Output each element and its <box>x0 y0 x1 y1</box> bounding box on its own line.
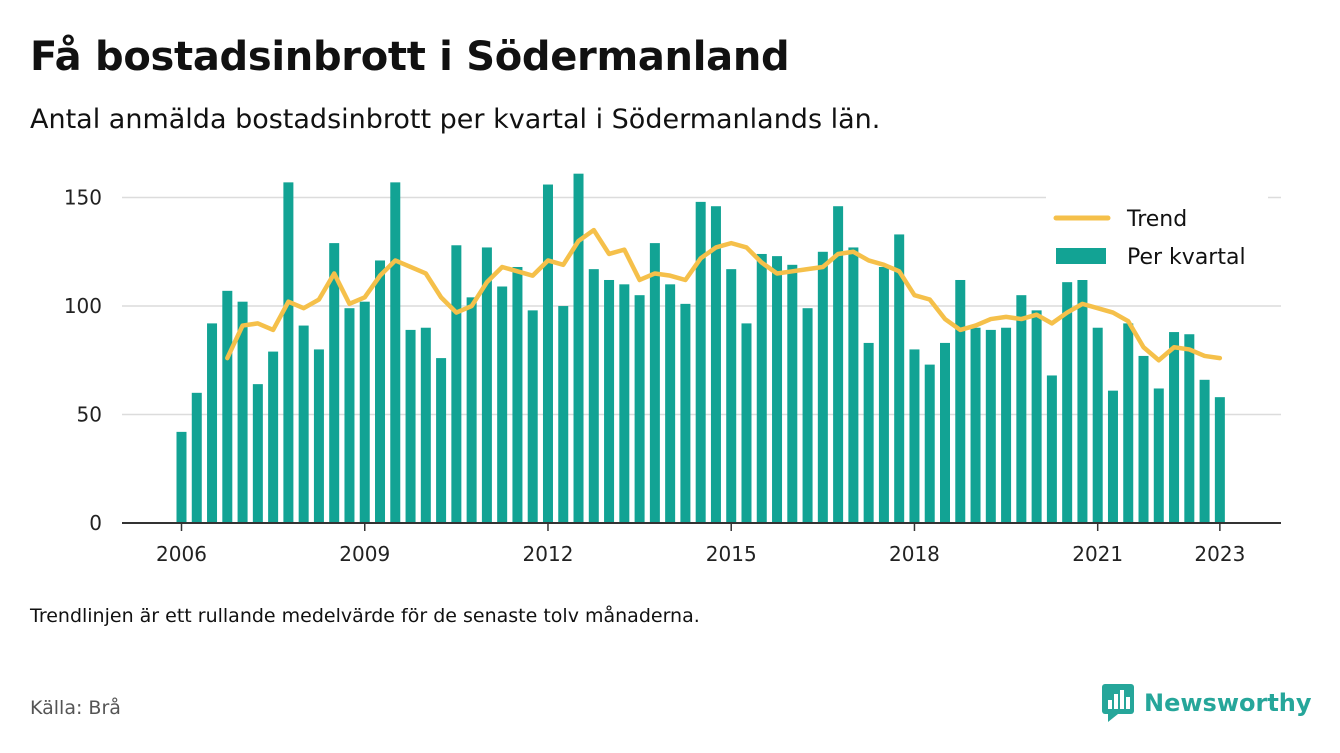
source-credit: Källa: Brå <box>30 697 121 719</box>
bar-2008Q1 <box>298 325 309 523</box>
trend-line <box>225 227 1223 363</box>
y-tick-label-50: 50 <box>77 403 102 427</box>
axes: 0 50 100 150 2006 2009 2012 2015 2018 2021 2023 <box>64 186 1281 566</box>
bar-2014Q4 <box>710 206 721 523</box>
bar-2020Q4 <box>1077 260 1088 523</box>
bar-2010Q2 <box>436 358 447 523</box>
bar-2018Q2 <box>924 364 935 523</box>
bar-2006Q4 <box>222 290 233 523</box>
y-tick-label-0: 0 <box>89 511 102 535</box>
bar-2009Q4 <box>405 329 416 523</box>
legend-background <box>1046 196 1268 280</box>
bar-2017Q3 <box>878 266 889 523</box>
bar-2007Q2 <box>252 384 263 523</box>
bar-2008Q2 <box>313 349 324 523</box>
bar-2013Q3 <box>634 295 645 523</box>
bar-2008Q4 <box>344 308 355 523</box>
bar-2018Q3 <box>940 342 950 523</box>
bar-2013Q1 <box>604 279 615 523</box>
bar-2021Q2 <box>1107 390 1118 523</box>
footnote: Trendlinjen är ett rullande medelvärde f… <box>30 605 700 627</box>
bar-2021Q4 <box>1138 355 1149 523</box>
bar-2006Q2 <box>191 392 202 523</box>
bar-2022Q4 <box>1199 379 1210 523</box>
bar-2012Q4 <box>588 269 599 523</box>
bar-2015Q1 <box>726 269 737 523</box>
bar-2006Q1 <box>176 431 187 523</box>
bar-2022Q2 <box>1169 332 1180 523</box>
bar-2011Q3 <box>512 266 523 523</box>
bar-2015Q3 <box>756 253 767 523</box>
bar-2009Q1 <box>359 301 370 523</box>
bar-2012Q3 <box>573 173 584 523</box>
y-tick-label-150: 150 <box>64 186 102 210</box>
bar-2007Q1 <box>237 301 248 523</box>
bar-2012Q1 <box>542 184 553 523</box>
x-tick-label-2015: 2015 <box>706 542 757 566</box>
bar-2022Q3 <box>1184 334 1195 523</box>
legend-bar-label: Per kvartal <box>1127 245 1246 270</box>
x-tick-label-2023: 2023 <box>1194 542 1245 566</box>
x-tick-label-2018: 2018 <box>889 542 940 566</box>
bar-2016Q2 <box>802 308 813 523</box>
bar-2007Q3 <box>268 351 279 523</box>
x-tick-label-2021: 2021 <box>1072 542 1123 566</box>
bars-per-kvartal <box>176 173 1225 524</box>
bar-2010Q1 <box>420 327 431 523</box>
x-tick-label-2012: 2012 <box>523 542 574 566</box>
bar-2010Q3 <box>451 245 462 523</box>
newsworthy-logo-icon <box>1102 684 1134 722</box>
legend-bar-swatch <box>1056 248 1106 264</box>
bar-2009Q2 <box>375 260 386 523</box>
bar-2019Q3 <box>1001 327 1012 523</box>
bar-2020Q1 <box>1031 310 1042 523</box>
bar-2016Q3 <box>817 251 828 524</box>
bar-2012Q2 <box>558 306 569 523</box>
bar-2010Q4 <box>466 297 477 523</box>
bar-2018Q4 <box>955 279 966 523</box>
newsworthy-brand[interactable]: Newsworthy <box>1102 683 1312 723</box>
bar-2022Q1 <box>1153 388 1164 523</box>
bar-2021Q1 <box>1092 327 1103 523</box>
bar-2023Q1 <box>1214 397 1225 523</box>
bar-2017Q4 <box>894 234 905 523</box>
bar-2019Q1 <box>970 327 981 523</box>
bar-2011Q2 <box>497 286 508 523</box>
bar-2020Q3 <box>1062 282 1073 523</box>
chart-title: Få bostadsinbrott i Södermanland <box>30 34 790 80</box>
bar-2011Q4 <box>527 310 538 523</box>
trend-line-layer <box>225 227 1223 363</box>
x-tick-label-2006: 2006 <box>156 542 207 566</box>
bar-2019Q2 <box>985 329 996 523</box>
bar-2018Q1 <box>909 349 920 523</box>
legend: Trend Per kvartal <box>1046 196 1268 280</box>
brand-name: Newsworthy <box>1144 689 1312 717</box>
bar-2015Q2 <box>741 323 752 523</box>
bar-2020Q2 <box>1046 375 1057 523</box>
bar-2014Q3 <box>695 201 706 523</box>
bar-2013Q2 <box>619 284 630 523</box>
bar-2015Q4 <box>772 256 783 523</box>
bar-2006Q3 <box>207 323 218 523</box>
bar-2014Q2 <box>680 303 691 523</box>
y-tick-label-100: 100 <box>64 294 102 318</box>
bar-2014Q1 <box>665 284 676 523</box>
bar-2017Q2 <box>863 342 874 523</box>
bar-2017Q1 <box>848 247 859 523</box>
bar-2007Q4 <box>283 182 294 524</box>
bar-2019Q4 <box>1016 295 1027 523</box>
bar-2021Q3 <box>1123 323 1134 523</box>
bar-2016Q1 <box>787 264 798 523</box>
bar-2011Q1 <box>481 247 492 523</box>
bar-2016Q4 <box>833 206 844 523</box>
bar-2013Q4 <box>649 243 660 524</box>
bar-2009Q3 <box>390 182 401 524</box>
chart-subtitle: Antal anmälda bostadsinbrott per kvartal… <box>30 104 881 135</box>
bar-2008Q3 <box>329 243 340 524</box>
legend-trend-label: Trend <box>1126 207 1187 232</box>
x-tick-label-2009: 2009 <box>339 542 390 566</box>
